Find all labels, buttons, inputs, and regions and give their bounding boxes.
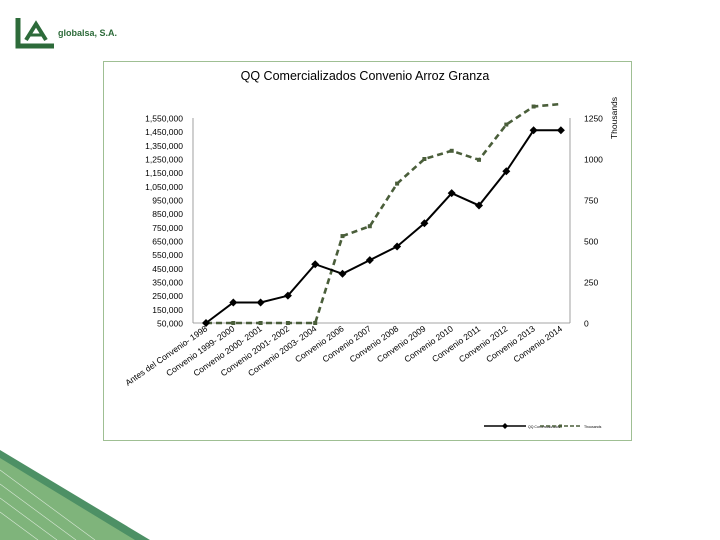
y-left-tick-label: 350,000 bbox=[152, 278, 183, 288]
series-thousands-point bbox=[340, 234, 345, 239]
company-logo: globalsa, S.A. bbox=[14, 14, 124, 54]
series-qq-point bbox=[365, 256, 374, 265]
y-right-tick-label: 750 bbox=[584, 196, 598, 206]
series-qq-point bbox=[502, 167, 511, 176]
series-thousands-point bbox=[504, 122, 509, 127]
y-left-tick-label: 1,350,000 bbox=[145, 141, 183, 151]
series-qq-point bbox=[202, 319, 210, 327]
y-left-tick-label: 1,150,000 bbox=[145, 168, 183, 178]
series-thousands-point bbox=[422, 157, 427, 161]
series-thousands-point bbox=[285, 321, 290, 325]
series-thousands-point bbox=[231, 321, 236, 325]
company-name: globalsa, S.A. bbox=[58, 28, 118, 38]
y-left-tick-label: 1,550,000 bbox=[145, 114, 183, 124]
series-qq-point bbox=[529, 126, 538, 135]
series-qq-point bbox=[338, 269, 347, 278]
series-thousands-point bbox=[258, 321, 263, 325]
y-right-tick-label: 0 bbox=[584, 319, 589, 329]
globalsa-logo-mark bbox=[15, 18, 54, 49]
y-left-tick-label: 650,000 bbox=[152, 237, 183, 247]
y-left-tick-label: 950,000 bbox=[152, 196, 183, 206]
series-thousands-point bbox=[395, 181, 400, 186]
series-thousands-point bbox=[313, 321, 318, 325]
y-right-axis-label: Thousands bbox=[609, 97, 619, 139]
y-left-tick-label: 850,000 bbox=[152, 209, 183, 219]
y-left-tick-label: 550,000 bbox=[152, 250, 183, 260]
legend-thousands-label: Thousands bbox=[584, 425, 602, 429]
y-right-tick-label: 500 bbox=[584, 237, 598, 247]
y-right-tick-label: 1250 bbox=[584, 114, 603, 124]
chart-title: QQ Comercializados Convenio Arroz Granza bbox=[241, 69, 490, 83]
series-qq-point bbox=[447, 189, 456, 198]
x-tick-label: Convenio 2014 bbox=[511, 323, 564, 364]
series-thousands-point bbox=[477, 157, 481, 162]
series-qq-point bbox=[229, 298, 238, 307]
y-left-tick-label: 250,000 bbox=[152, 291, 183, 301]
series-qq-line bbox=[205, 129, 561, 324]
y-left-tick-label: 150,000 bbox=[152, 305, 183, 315]
series-qq-point bbox=[420, 219, 429, 228]
series-thousands-line bbox=[206, 102, 562, 325]
y-left-tick-label: 50,000 bbox=[157, 319, 183, 329]
legend-qq-label: QQ Comercializados bbox=[528, 425, 561, 429]
y-left-tick-label: 1,250,000 bbox=[145, 155, 183, 165]
y-right-tick-label: 250 bbox=[584, 278, 598, 288]
y-left-tick-label: 450,000 bbox=[152, 264, 183, 274]
y-left-tick-label: 750,000 bbox=[152, 223, 183, 233]
series-qq-point bbox=[556, 126, 565, 135]
series-qq-point bbox=[475, 201, 483, 210]
series-qq-point bbox=[393, 242, 402, 251]
series-qq-point bbox=[311, 260, 320, 269]
y-right-tick-label: 1000 bbox=[584, 155, 603, 165]
legend-qq-marker bbox=[502, 423, 508, 429]
chart-container bbox=[103, 61, 632, 441]
y-left-tick-label: 1,050,000 bbox=[145, 182, 183, 192]
decorative-corner-stripes bbox=[0, 450, 150, 540]
series-qq-point bbox=[256, 298, 265, 307]
series-thousands-point bbox=[531, 104, 536, 109]
y-left-tick-label: 1,450,000 bbox=[145, 127, 183, 137]
series-thousands-point bbox=[367, 224, 372, 229]
series-thousands-point bbox=[449, 148, 454, 153]
legend-thousands-marker bbox=[559, 424, 562, 428]
series-qq-point bbox=[283, 291, 292, 300]
